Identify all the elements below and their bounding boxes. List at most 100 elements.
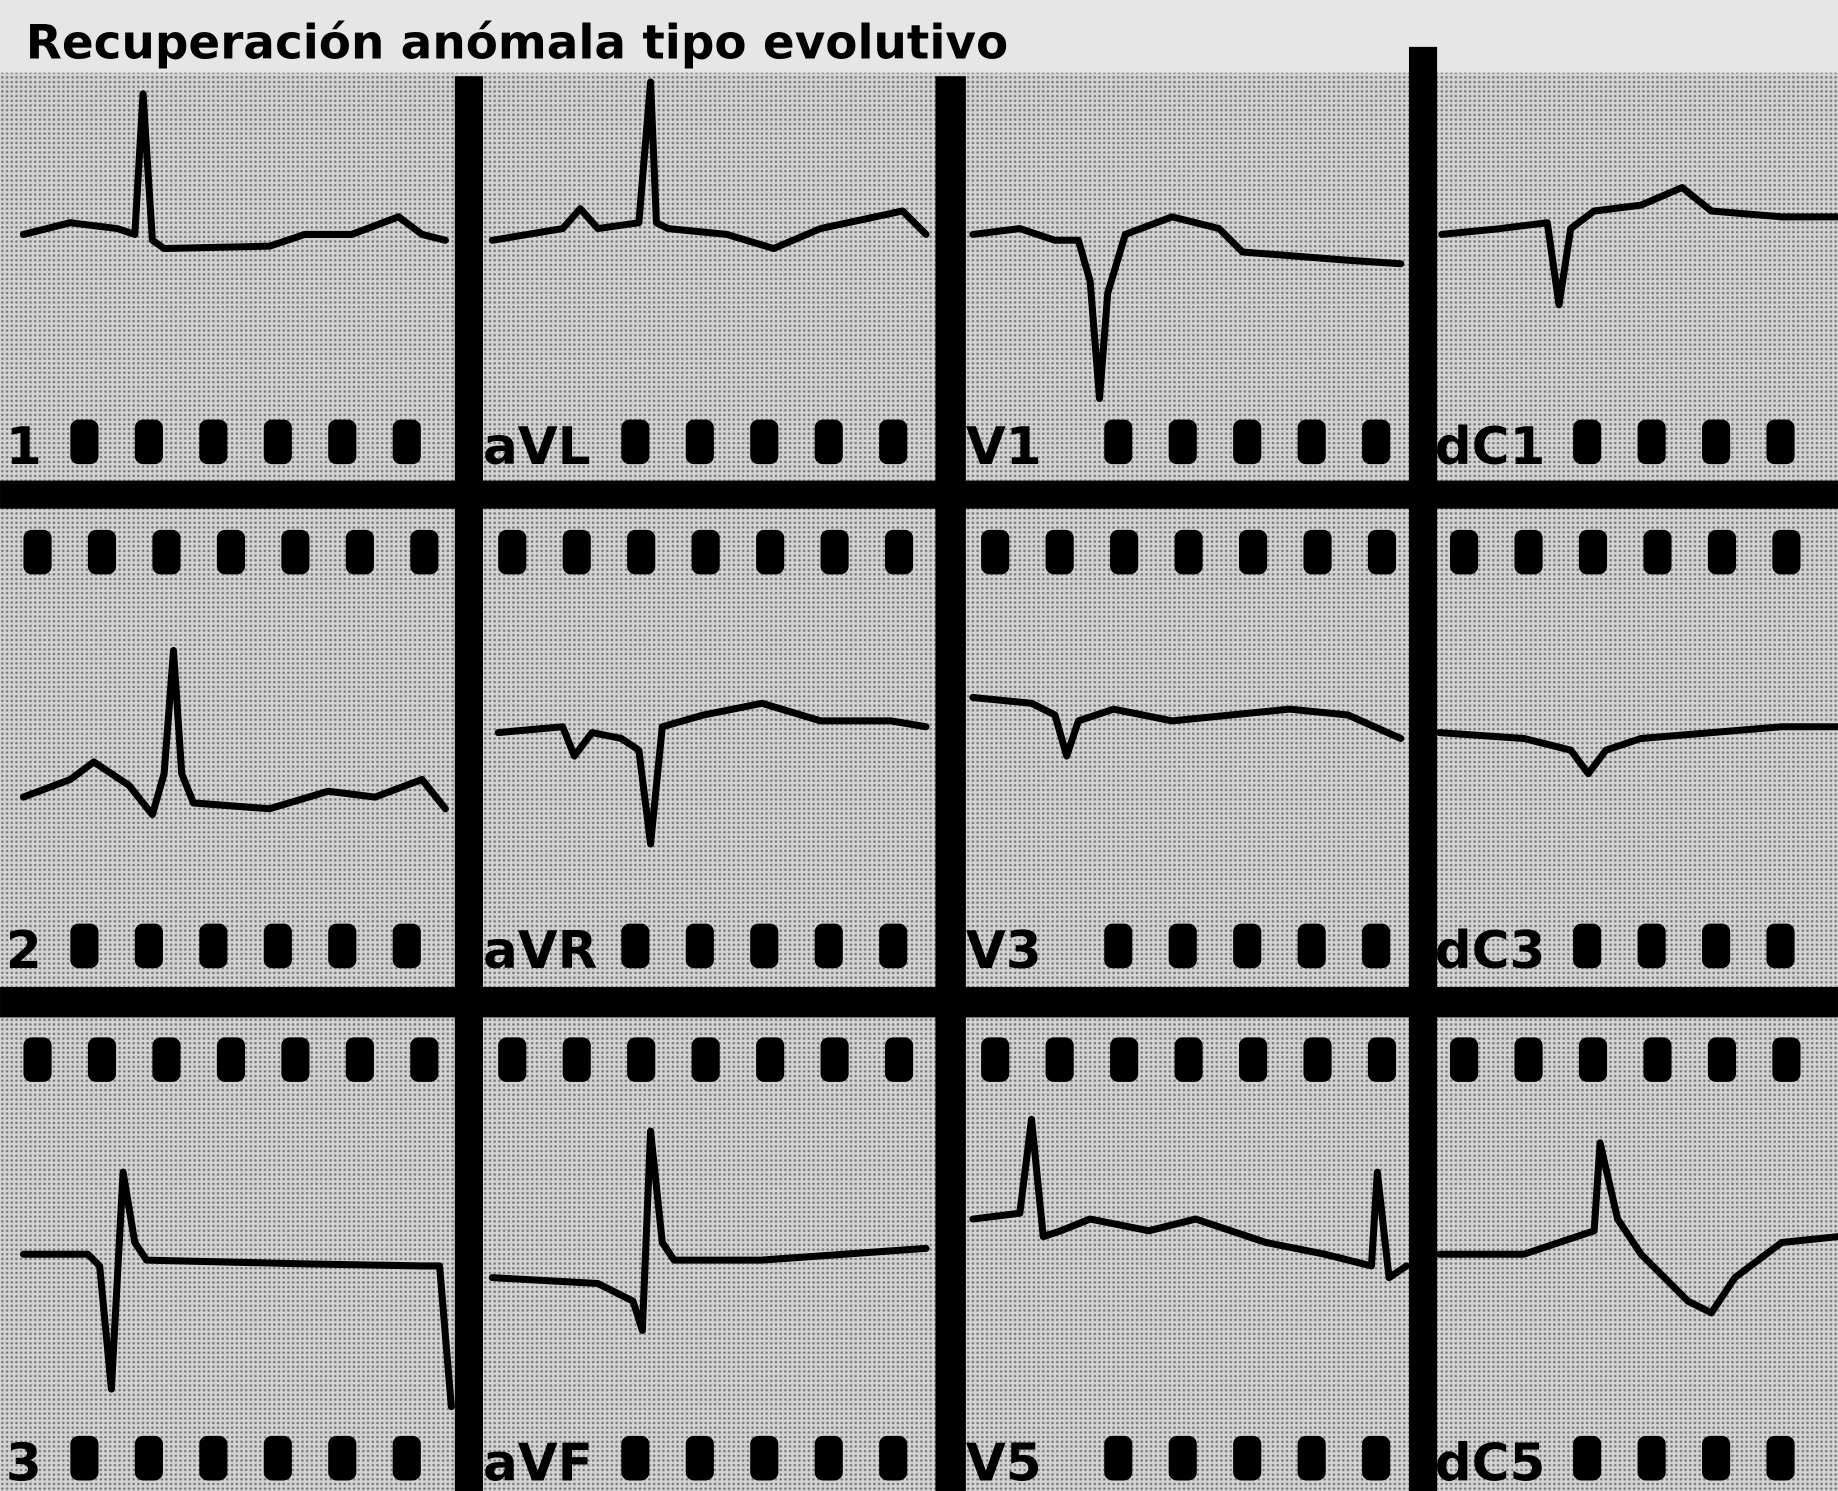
sprocket-hole (199, 1436, 227, 1481)
sprocket-hole (1169, 1436, 1197, 1481)
sprocket-hole (70, 924, 98, 969)
sprocket-hole (70, 1436, 98, 1481)
lead-label: 1 (6, 417, 42, 477)
sprocket-hole (1239, 530, 1267, 575)
lead-label: V3 (966, 921, 1042, 981)
sprocket-hole (692, 530, 720, 575)
sprocket-hole (410, 530, 438, 575)
sprocket-hole (264, 420, 292, 465)
sprocket-hole (1303, 530, 1331, 575)
sprocket-hole (328, 420, 356, 465)
ecg-figure: Recuperación anómala tipo evolutivo 1aVL… (0, 0, 1838, 1491)
sprocket-hole (1708, 1037, 1736, 1082)
sprocket-hole (498, 530, 526, 575)
sprocket-hole (1303, 1037, 1331, 1082)
sprocket-hole (1772, 530, 1800, 575)
sprocket-hole (1573, 1436, 1601, 1481)
sprocket-hole (756, 1037, 784, 1082)
lead-label: 3 (6, 1433, 42, 1491)
sprocket-hole (70, 420, 98, 465)
lead-label: aVF (483, 1433, 593, 1491)
sprocket-hole (1643, 530, 1671, 575)
sprocket-hole (981, 530, 1009, 575)
sprocket-hole (563, 530, 591, 575)
lead-label: aVR (483, 921, 597, 981)
sprocket-hole (686, 420, 714, 465)
sprocket-hole (1104, 1436, 1132, 1481)
sprocket-hole (281, 1037, 309, 1082)
sprocket-hole (135, 420, 163, 465)
sprocket-hole (217, 530, 245, 575)
sprocket-hole (1233, 924, 1261, 969)
sprocket-hole (981, 1037, 1009, 1082)
sprocket-hole (410, 1037, 438, 1082)
sprocket-hole (1110, 530, 1138, 575)
sprocket-hole (1175, 1037, 1203, 1082)
sprocket-hole (1638, 1436, 1666, 1481)
horizontal-bar (0, 481, 1838, 509)
sprocket-hole (821, 1037, 849, 1082)
sprocket-hole (264, 1436, 292, 1481)
sprocket-hole (88, 1037, 116, 1082)
sprocket-hole (135, 1436, 163, 1481)
sprocket-hole (1702, 924, 1730, 969)
sprocket-hole (1579, 1037, 1607, 1082)
lead-label: dC1 (1435, 417, 1546, 477)
sprocket-hole (1514, 530, 1542, 575)
sprocket-hole (621, 1436, 649, 1481)
sprocket-hole (1638, 924, 1666, 969)
sprocket-hole (1233, 1436, 1261, 1481)
sprocket-hole (346, 1037, 374, 1082)
sprocket-hole (750, 1436, 778, 1481)
sprocket-hole (1175, 530, 1203, 575)
sprocket-hole (1169, 420, 1197, 465)
sprocket-hole (1298, 924, 1326, 969)
sprocket-hole (750, 924, 778, 969)
sprocket-hole (23, 530, 51, 575)
sprocket-hole (1046, 1037, 1074, 1082)
sprocket-hole (281, 530, 309, 575)
title: Recuperación anómala tipo evolutivo (26, 16, 1008, 71)
sprocket-hole (1514, 1037, 1542, 1082)
sprocket-hole (1772, 1037, 1800, 1082)
sprocket-hole (393, 1436, 421, 1481)
sprocket-hole (1046, 530, 1074, 575)
sprocket-hole (1298, 420, 1326, 465)
sprocket-hole (815, 924, 843, 969)
sprocket-hole (1702, 1436, 1730, 1481)
sprocket-hole (1766, 1436, 1794, 1481)
sprocket-hole (1638, 420, 1666, 465)
vertical-bar (1409, 47, 1437, 1491)
sprocket-hole (563, 1037, 591, 1082)
sprocket-hole (621, 924, 649, 969)
sprocket-hole (879, 1436, 907, 1481)
sprocket-hole (621, 420, 649, 465)
sprocket-hole (879, 924, 907, 969)
sprocket-hole (686, 924, 714, 969)
sprocket-hole (264, 924, 292, 969)
sprocket-hole (1450, 530, 1478, 575)
sprocket-hole (23, 1037, 51, 1082)
sprocket-hole (1702, 420, 1730, 465)
sprocket-hole (1573, 420, 1601, 465)
vertical-bar (935, 76, 965, 1491)
sprocket-hole (1766, 420, 1794, 465)
sprocket-hole (1104, 924, 1132, 969)
sprocket-hole (815, 1436, 843, 1481)
sprocket-hole (1298, 1436, 1326, 1481)
sprocket-hole (135, 924, 163, 969)
sprocket-hole (692, 1037, 720, 1082)
sprocket-hole (885, 1037, 913, 1082)
sprocket-hole (199, 420, 227, 465)
sprocket-hole (346, 530, 374, 575)
horizontal-bar (0, 987, 1838, 1017)
sprocket-hole (1766, 924, 1794, 969)
vertical-bar (455, 76, 483, 1491)
sprocket-hole (885, 530, 913, 575)
lead-label: V5 (966, 1433, 1042, 1491)
sprocket-hole (1169, 924, 1197, 969)
sprocket-hole (1643, 1037, 1671, 1082)
sprocket-hole (1362, 420, 1390, 465)
sprocket-hole (1239, 1037, 1267, 1082)
sprocket-hole (1708, 530, 1736, 575)
